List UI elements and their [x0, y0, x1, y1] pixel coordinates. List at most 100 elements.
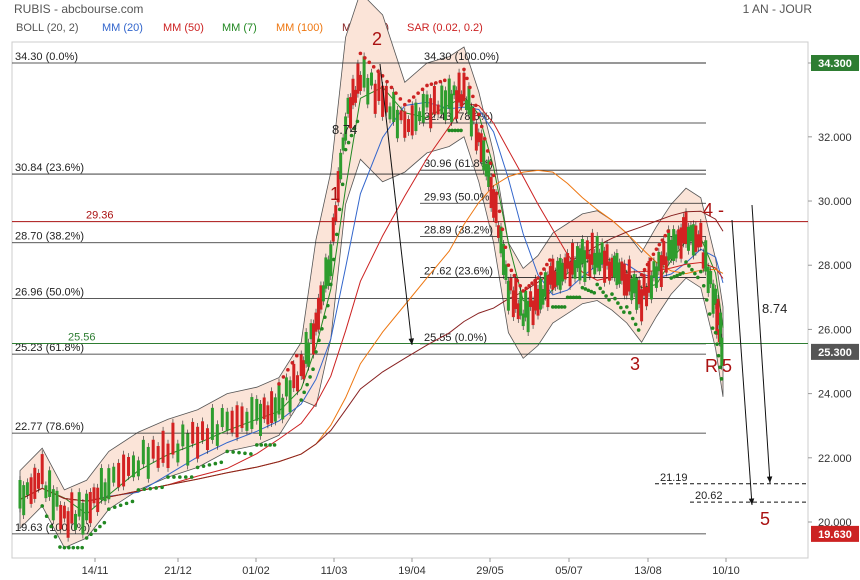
candle	[684, 212, 688, 245]
candle	[497, 225, 501, 238]
sar-dot	[479, 124, 484, 129]
candle	[381, 85, 385, 117]
annotation-label: R	[705, 356, 718, 376]
sar-dot	[565, 295, 570, 300]
candle	[288, 380, 292, 413]
candle	[225, 411, 229, 431]
sar-dot	[290, 360, 295, 365]
sar-dot	[93, 528, 98, 533]
candle	[356, 63, 360, 94]
sar-dot	[53, 534, 58, 539]
sar-dot	[367, 60, 372, 65]
sar-dot	[148, 486, 153, 491]
sar-dot	[442, 78, 447, 83]
sar-dot	[389, 85, 394, 90]
candle	[474, 123, 478, 151]
sar-dot	[548, 258, 552, 262]
sar-dot	[160, 485, 164, 490]
candle	[112, 466, 116, 483]
candle	[553, 271, 557, 288]
sar-dot	[494, 191, 499, 196]
sar-dot	[394, 91, 398, 95]
sar-dot	[500, 227, 505, 232]
sar-dot	[49, 524, 53, 529]
candle	[469, 106, 473, 137]
sar-dot	[701, 283, 706, 288]
candle	[70, 492, 74, 524]
x-tick-label: 05/07	[555, 565, 583, 577]
candle	[585, 240, 589, 260]
sar-dot	[385, 79, 389, 84]
fib-right-label: 30.96 (61.8%)	[424, 158, 493, 170]
sar-dot	[669, 276, 673, 280]
bollinger-band	[19, 0, 724, 549]
candle	[321, 285, 325, 302]
sar-dot	[112, 505, 117, 510]
sar-dot	[398, 97, 403, 101]
candle	[701, 252, 705, 269]
candle	[151, 439, 155, 459]
sar-dot	[696, 275, 700, 280]
candle	[595, 235, 599, 268]
candle	[489, 176, 493, 209]
sar-dot	[311, 367, 315, 372]
sar-dot	[286, 368, 290, 372]
sar-dot	[58, 545, 62, 549]
fib-right-label: 34.30 (100.0%)	[424, 51, 499, 63]
candle	[617, 262, 621, 284]
sar-dot	[530, 281, 534, 285]
candle	[654, 266, 658, 288]
sar-dot	[693, 271, 697, 276]
candle	[511, 290, 515, 318]
sar-dot	[130, 499, 135, 504]
candle	[196, 426, 200, 459]
candle	[262, 397, 266, 420]
sar-dot	[459, 128, 463, 133]
price-badge	[811, 55, 859, 71]
legend-item-sar: SAR (0.02, 0.2)	[407, 22, 483, 34]
candle	[608, 261, 612, 281]
sar-dot	[607, 298, 611, 302]
sar-dot	[294, 353, 299, 358]
price-badge-label: 34.300	[818, 58, 852, 70]
sar-dot	[305, 382, 309, 387]
sar-dot	[719, 377, 724, 381]
candle	[635, 277, 639, 310]
candle	[166, 443, 170, 469]
sar-dot	[142, 487, 147, 492]
sar-dot	[263, 443, 268, 447]
candle	[48, 470, 52, 497]
candle	[672, 229, 676, 261]
candle	[353, 89, 357, 103]
sar-dot	[518, 283, 523, 288]
sar-dot	[329, 282, 333, 287]
candle	[122, 454, 126, 487]
candle	[366, 77, 370, 105]
legend-item-mm7: MM (7)	[222, 22, 257, 34]
candle	[440, 85, 444, 115]
candle	[392, 91, 396, 123]
legend-item-mm50: MM (50)	[163, 22, 204, 34]
sar-dot	[488, 161, 493, 165]
candle	[230, 410, 234, 433]
candle	[457, 72, 461, 103]
sar-dot	[619, 305, 623, 310]
candle	[191, 421, 195, 444]
sar-dot	[654, 247, 659, 251]
candle	[377, 72, 381, 101]
candle	[22, 485, 26, 516]
candle	[307, 342, 311, 367]
sar-dot	[429, 82, 434, 86]
candle	[215, 424, 219, 446]
candle	[388, 106, 392, 120]
candle	[131, 455, 135, 478]
sar-dot	[491, 173, 496, 178]
sar-dot	[551, 305, 555, 309]
candle	[593, 252, 597, 275]
candle	[620, 261, 624, 281]
candle	[467, 86, 471, 115]
candle	[548, 266, 552, 285]
sar-dot	[80, 545, 84, 550]
sar-dot	[663, 233, 668, 238]
candle	[255, 398, 259, 421]
